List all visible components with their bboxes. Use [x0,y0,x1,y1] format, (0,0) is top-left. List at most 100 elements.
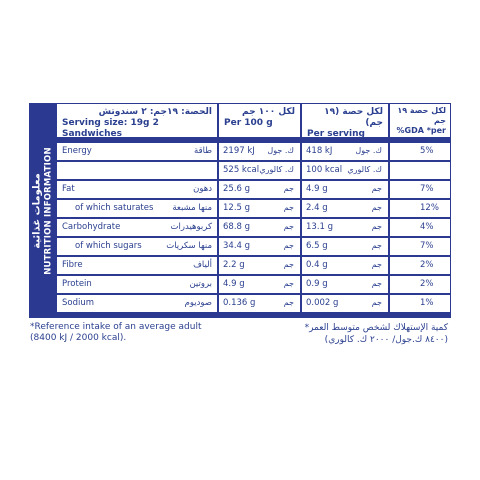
nutrient-name-en: Energy [62,146,92,156]
per100-value: 525 kcal [223,165,260,175]
header-per-serving: لكل حصة (١٩ جم) Per serving (19 g) [302,104,388,150]
table-row-label: Carbohydrate كربوهيدرات [57,219,217,236]
perserving-unit-ar: جم [371,184,382,193]
perserving-value: 0.9 g [306,279,328,289]
per100-cell: 0.136 g جم [219,295,300,312]
perserving-value: 6.5 g [306,241,328,251]
table-row-label: Fibre ألياف [57,257,217,274]
footnote-arabic: *كمية الإستهلاك لشخص متوسط العمر (٨٤٠٠ ك… [305,322,448,346]
footnote-en-line2: (8400 kJ / 2000 kcal). [30,333,127,343]
perserving-unit-ar: جم [371,260,382,269]
header-perserving-ar: لكل حصة (١٩ جم) [324,107,383,128]
per100-unit-ar: جم [283,184,294,193]
perserving-value: 0.002 g [306,298,339,308]
perserving-cell: 0.002 g جم [302,295,388,312]
per100-value: 12.5 g [223,203,251,213]
gda-cell: 1% [390,295,450,312]
per100-value: 25.6 g [223,184,251,194]
nutrient-name-en: Carbohydrate [62,222,121,232]
side-title: معلومات غذائية NUTRITION INFORMATION [29,103,56,318]
gda-percent: 4% [420,222,434,232]
per100-unit-ar: جم [283,241,294,250]
perserving-unit-ar: جم [371,298,382,307]
perserving-cell: 100 kcal ك. كالوري [302,162,388,179]
side-title-english: NUTRITION INFORMATION [43,146,53,275]
gda-percent: 7% [420,241,434,251]
per100-value: 2.2 g [223,260,245,270]
per100-cell: 25.6 g جم [219,181,300,198]
perserving-value: 100 kcal [306,165,343,175]
per100-value: 2197 kJ [223,146,255,156]
perserving-cell: 418 kJ ك. جول [302,143,388,160]
per100-unit-ar: جم [283,298,294,307]
nutrient-name-ar: صوديوم [184,298,212,308]
gda-cell: 12% [390,200,450,217]
header-gda-en1: %GDA *per [396,126,446,135]
gda-cell: 2% [390,257,450,274]
footnote-ar-line2: (٨٤٠٠ ك.جول/ ٢٠٠٠ ك. كالوري) [324,335,448,345]
nutrient-name-en: Fibre [62,260,83,270]
nutrient-name-en: Fat [62,184,75,194]
perserving-unit-ar: جم [371,222,382,231]
nutrient-name-ar: طاقة [194,146,212,156]
header-gda-ar: لكل حصة ١٩ جم [397,106,446,125]
per100-unit-ar: جم [283,222,294,231]
table-row-label: of which sugars منها سكريات [57,238,217,255]
nutrient-name-ar: بروتين [189,279,212,289]
header-gda: لكل حصة ١٩ جم %GDA *per 19 g serving [390,104,450,155]
header-per100-en: Per 100 g [224,118,273,128]
gda-percent: 12% [420,203,439,213]
perserving-value: 418 kJ [306,146,333,156]
gda-percent: 5% [420,146,434,156]
per100-cell: 68.8 g جم [219,219,300,236]
perserving-cell: 2.4 g جم [302,200,388,217]
nutrient-name-en: of which sugars [75,241,142,251]
perserving-unit-ar: جم [371,241,382,250]
gda-percent: 7% [420,184,434,194]
per100-unit-ar: ك. كالوري [259,165,294,174]
perserving-value: 2.4 g [306,203,328,213]
nutrient-name-ar: منها سكريات [166,241,212,251]
nutrient-name-ar: كربوهيدرات [170,222,212,232]
per100-cell: 2197 kJ ك. جول [219,143,300,160]
header-per-100g: لكل ١٠٠ جم Per 100 g [219,104,300,137]
per100-unit-ar: جم [283,279,294,288]
per100-value: 34.4 g [223,241,251,251]
perserving-cell: 0.9 g جم [302,276,388,293]
gda-cell: 5% [390,143,450,160]
header-serving-ar: الحصة: ١٩جم: ٢ سندوتش [98,107,212,117]
nutrient-name-en: Protein [62,279,92,289]
table-row-label: Fat دهون [57,181,217,198]
nutrient-name-ar: منها مشبعة [172,203,212,213]
perserving-cell: 13.1 g جم [302,219,388,236]
nutrient-name-en: of which saturates [75,203,154,213]
gda-cell: 7% [390,238,450,255]
gda-cell: 4% [390,219,450,236]
nutrient-name-en: Sodium [62,298,95,308]
footnote-en-line1: *Reference intake of an average adult [30,322,202,332]
gda-percent: 2% [420,279,434,289]
per100-cell: 12.5 g جم [219,200,300,217]
perserving-cell: 0.4 g جم [302,257,388,274]
table-row-label: Protein بروتين [57,276,217,293]
perserving-unit-ar: ك. كالوري [347,165,382,174]
table-row-label [57,162,217,179]
footnote-english: *Reference intake of an average adult (8… [30,322,202,344]
gda-percent: 2% [420,260,434,270]
nutrient-name-ar: ألياف [193,260,212,270]
per100-unit-ar: ك. جول [267,146,294,155]
per100-unit-ar: جم [283,260,294,269]
perserving-value: 4.9 g [306,184,328,194]
perserving-cell: 6.5 g جم [302,238,388,255]
footnote-ar-line1: *كمية الإستهلاك لشخص متوسط العمر [304,323,448,333]
per100-cell: 4.9 g جم [219,276,300,293]
perserving-unit-ar: ك. جول [355,146,382,155]
gda-percent: 1% [420,298,434,308]
gda-cell [390,162,450,179]
nutrient-name-ar: دهون [193,184,212,194]
per100-unit-ar: جم [283,203,294,212]
gda-cell: 7% [390,181,450,198]
side-title-arabic: معلومات غذائية [31,172,42,249]
per100-cell: 34.4 g جم [219,238,300,255]
perserving-unit-ar: جم [371,203,382,212]
